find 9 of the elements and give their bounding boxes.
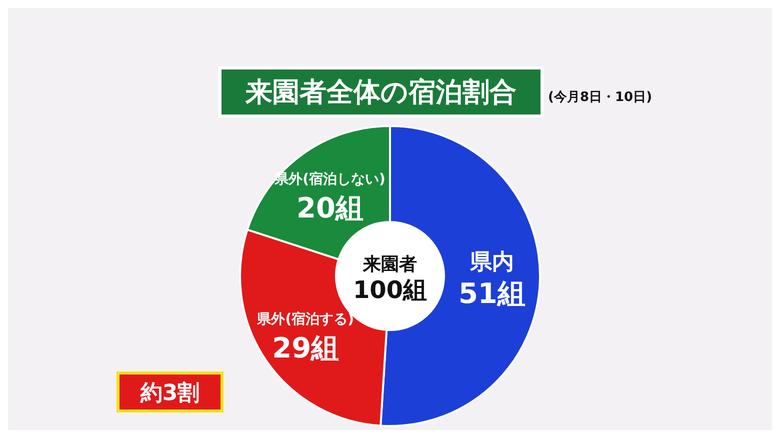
data-label: 20組: [296, 191, 364, 224]
data-label: 51組: [458, 277, 526, 310]
slice-label: 県内: [468, 250, 514, 276]
slice-label: 県外(宿泊する): [256, 310, 354, 328]
text: 約3割: [139, 381, 200, 406]
text: (今月8日・10日): [548, 90, 652, 105]
data-label: 29組: [272, 331, 340, 364]
chart-title: 来園者全体の宿泊割合: [244, 77, 516, 108]
text: 来園者 100組: [352, 254, 428, 304]
